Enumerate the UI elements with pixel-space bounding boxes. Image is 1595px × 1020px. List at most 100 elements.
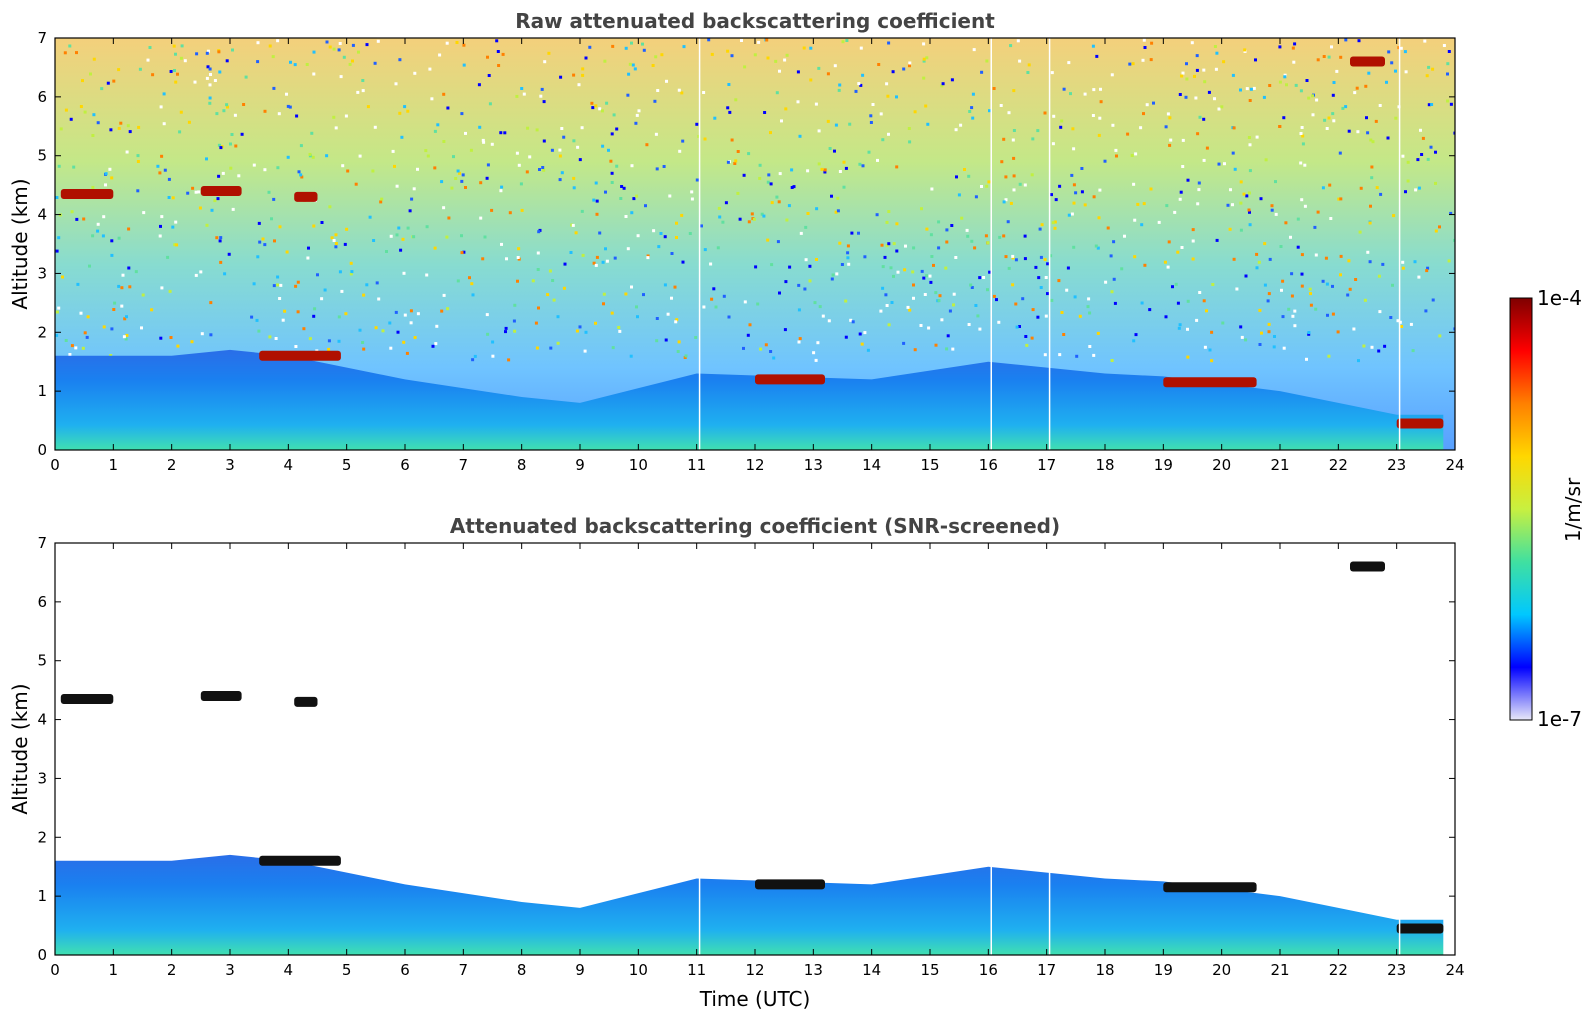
noise-speck — [925, 227, 929, 231]
noise-speck — [528, 155, 532, 159]
noise-speck — [517, 247, 521, 251]
noise-speck — [919, 324, 923, 327]
x-tick-label: 17 — [1037, 961, 1056, 979]
noise-speck — [881, 286, 885, 290]
noise-speck — [1335, 69, 1339, 73]
noise-speck — [433, 246, 437, 250]
noise-speck — [205, 51, 209, 55]
noise-speck — [1339, 273, 1342, 277]
noise-speck — [1331, 284, 1334, 288]
noise-speck — [770, 263, 774, 267]
noise-speck — [462, 43, 466, 47]
noise-speck — [1215, 238, 1219, 242]
cloud-layer — [1396, 923, 1444, 934]
noise-speck — [1208, 348, 1212, 352]
noise-speck — [366, 105, 370, 109]
noise-speck — [405, 351, 409, 355]
noise-speck — [305, 63, 309, 66]
noise-speck — [1279, 245, 1283, 248]
noise-speck — [581, 67, 585, 71]
noise-speck — [217, 174, 221, 178]
noise-speck — [469, 148, 473, 152]
noise-speck — [82, 217, 86, 221]
noise-speck — [194, 273, 198, 277]
noise-speck — [1220, 105, 1224, 109]
noise-speck — [1088, 311, 1092, 315]
noise-speck — [456, 169, 460, 173]
noise-speck — [508, 211, 512, 215]
y-tick-label: 5 — [37, 652, 47, 670]
noise-speck — [814, 102, 818, 106]
noise-speck — [1362, 344, 1366, 348]
noise-speck — [166, 255, 170, 259]
noise-speck — [1132, 182, 1136, 186]
noise-speck — [1307, 96, 1311, 100]
noise-speck — [940, 84, 944, 88]
noise-speck — [141, 293, 145, 297]
noise-speck — [194, 190, 198, 194]
y-axis: 0 1 2 3 4 5 6 7 — [37, 534, 1455, 964]
noise-speck — [646, 254, 650, 258]
noise-speck — [700, 224, 703, 228]
noise-speck — [478, 125, 482, 129]
noise-speck — [657, 245, 661, 249]
noise-speck — [1058, 184, 1062, 188]
noise-speck — [1194, 96, 1198, 100]
cloud-layer — [1163, 882, 1257, 893]
noise-speck — [660, 53, 664, 57]
noise-speck — [1323, 118, 1327, 122]
noise-speck — [496, 50, 500, 53]
noise-speck — [871, 103, 875, 106]
noise-speck — [869, 121, 873, 124]
noise-speck — [823, 168, 827, 172]
noise-speck — [175, 243, 179, 247]
noise-speck — [713, 116, 717, 120]
noise-speck — [1186, 299, 1190, 303]
noise-speck — [535, 346, 539, 350]
noise-speck — [91, 234, 95, 238]
chart-title: Raw attenuated backscattering coefficien… — [515, 9, 995, 33]
noise-speck — [610, 132, 614, 136]
noise-speck — [343, 242, 347, 246]
noise-speck — [1327, 116, 1331, 120]
noise-speck — [1387, 50, 1391, 54]
noise-speck — [1396, 319, 1400, 323]
noise-speck — [1354, 278, 1358, 281]
noise-speck — [1191, 239, 1195, 243]
noise-speck — [61, 275, 64, 279]
noise-speck — [838, 83, 842, 87]
noise-speck — [630, 164, 634, 168]
noise-speck — [1328, 183, 1332, 187]
noise-speck — [1071, 127, 1075, 131]
noise-speck — [1115, 154, 1118, 158]
noise-speck — [1004, 175, 1008, 179]
noise-speck — [1190, 41, 1194, 45]
noise-speck — [665, 79, 668, 83]
noise-speck — [1293, 42, 1297, 46]
noise-speck — [1207, 90, 1211, 94]
noise-speck — [626, 247, 630, 251]
noise-speck — [954, 256, 958, 259]
noise-speck — [402, 340, 406, 344]
noise-speck — [263, 243, 267, 247]
noise-speck — [1070, 212, 1074, 216]
noise-speck — [1296, 217, 1300, 221]
panel-raw: Raw attenuated backscattering coefficien… — [8, 9, 1465, 474]
noise-speck — [1095, 54, 1099, 58]
noise-speck — [230, 133, 234, 136]
noise-speck — [1018, 59, 1022, 63]
noise-speck — [1186, 178, 1190, 182]
noise-speck — [1427, 65, 1431, 69]
noise-speck — [1245, 87, 1249, 91]
noise-speck — [385, 250, 388, 253]
noise-speck — [952, 303, 955, 307]
noise-speck — [74, 346, 78, 350]
noise-speck — [641, 42, 644, 46]
noise-speck — [1157, 220, 1161, 224]
noise-speck — [227, 252, 231, 256]
noise-speck — [183, 59, 187, 63]
noise-speck — [690, 190, 694, 194]
noise-speck — [1195, 68, 1199, 72]
noise-speck — [1180, 246, 1184, 249]
y-tick-label: 3 — [37, 769, 47, 787]
